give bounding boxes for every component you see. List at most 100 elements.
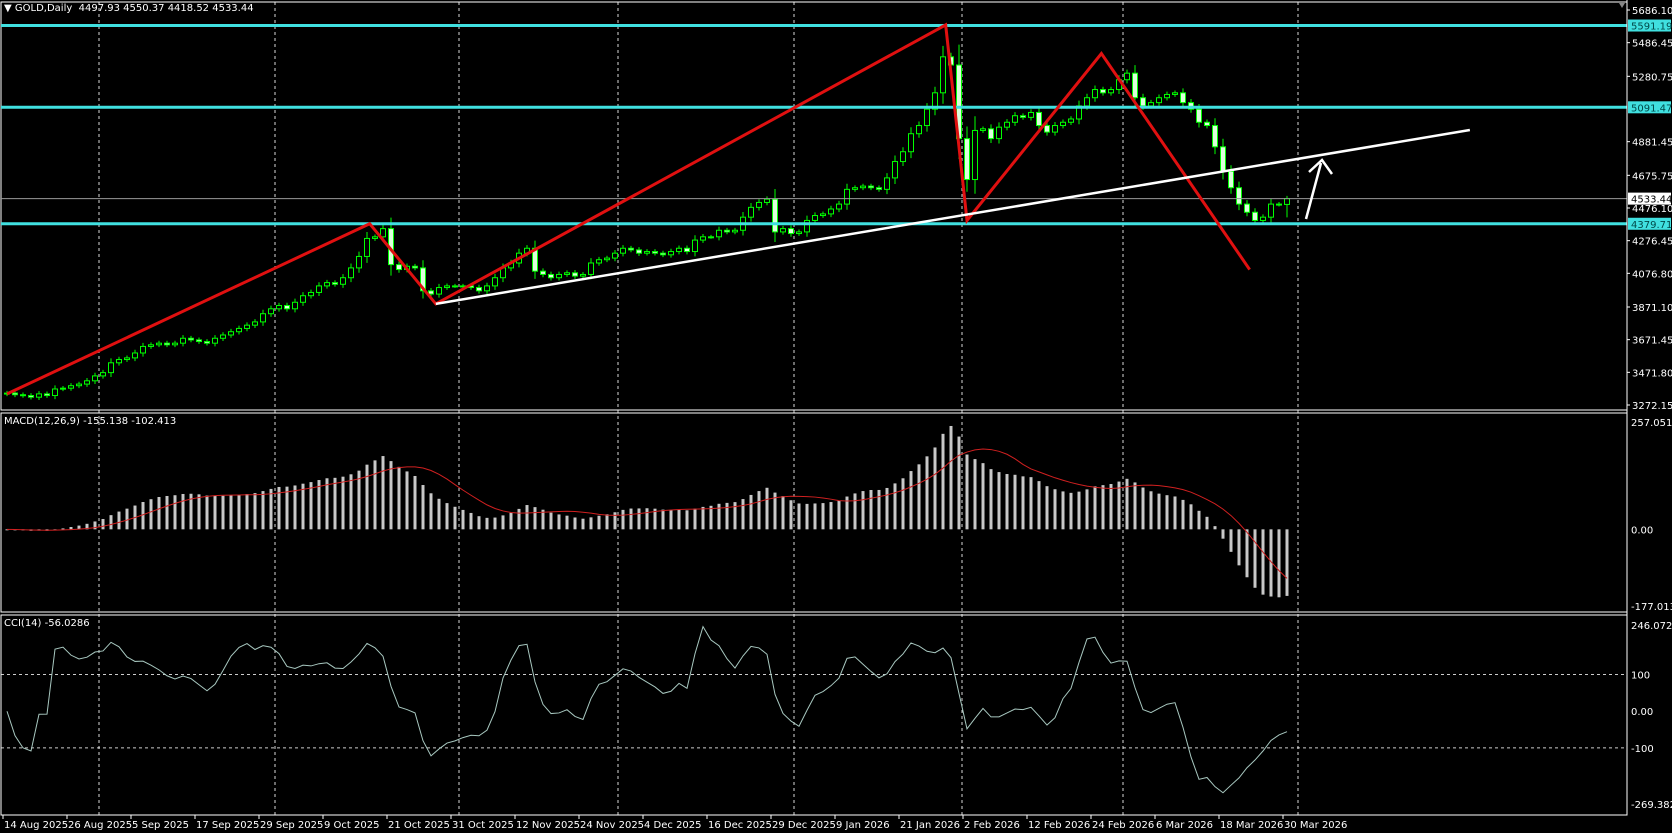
macd-histogram	[5, 425, 1289, 598]
macd-bar	[717, 503, 721, 530]
time-tick-label: 29 Sep 2025	[260, 820, 323, 831]
macd-bar	[237, 494, 241, 530]
chart-shift-marker-icon	[1619, 3, 1625, 8]
macd-bar	[285, 486, 289, 530]
candle-bull	[1108, 89, 1114, 94]
macd-bar	[749, 494, 753, 530]
price-tick-label: 3272.15	[1632, 401, 1672, 412]
macd-bar	[677, 509, 681, 530]
candle-bull	[316, 285, 322, 293]
candle-bear	[284, 305, 290, 310]
candle-bear	[684, 247, 690, 253]
candle-bull	[1260, 216, 1266, 221]
candle-bull	[1284, 198, 1290, 205]
time-tick-label: 29 Dec 2025	[772, 820, 836, 831]
macd-bar	[469, 512, 473, 530]
macd-bar	[485, 517, 489, 530]
candle-bull	[84, 380, 90, 385]
candle-bear	[44, 393, 50, 397]
candle-bull	[676, 247, 682, 253]
macd-bar	[917, 464, 921, 530]
macd-bar	[1141, 487, 1145, 530]
candle-bull	[596, 259, 602, 264]
candle-bull	[780, 228, 786, 233]
macd-bar	[445, 503, 449, 530]
macd-bar	[525, 505, 529, 530]
triangle-down-icon[interactable]: ▼	[4, 3, 12, 14]
macd-bar	[765, 487, 769, 530]
macd-bar	[805, 503, 809, 530]
candle-bear	[1212, 125, 1218, 148]
candle-bear	[396, 264, 402, 271]
macd-bar	[349, 474, 353, 530]
candle-bull	[812, 215, 818, 221]
candle-bull	[692, 239, 698, 253]
macd-bar	[477, 516, 481, 530]
macd-bar	[821, 503, 825, 530]
candle-bull	[252, 321, 258, 326]
candle-bull	[604, 257, 610, 261]
macd-bar	[709, 505, 713, 530]
macd-bar	[533, 507, 537, 530]
candle-bear	[420, 267, 426, 292]
macd-bar	[93, 521, 97, 530]
candle-bear	[188, 337, 194, 341]
candle-bull	[804, 219, 810, 233]
macd-bar	[1101, 485, 1105, 530]
candle-bull	[588, 262, 594, 275]
macd-bar	[501, 515, 505, 530]
macd-label: MACD(12,26,9) -155.138 -102.413	[4, 416, 177, 427]
macd-bar	[389, 461, 393, 530]
macd-bar	[309, 482, 313, 530]
time-tick-label: 2 Feb 2026	[964, 820, 1020, 831]
macd-bar	[165, 495, 169, 530]
price-tick-label: 3671.45	[1632, 336, 1672, 347]
time-tick-label: 4 Dec 2025	[644, 820, 702, 831]
current-price-tag	[1628, 192, 1671, 205]
macd-bar	[597, 515, 601, 530]
candle-bear	[412, 265, 418, 269]
candle-bear	[1236, 187, 1242, 205]
candle-bull	[1052, 125, 1058, 133]
arrow-up-icon	[1304, 162, 1323, 220]
macd-bar	[325, 478, 329, 530]
macd-bar	[357, 470, 361, 530]
candle-bear	[164, 342, 170, 346]
macd-bar	[1133, 482, 1137, 530]
macd-bar	[1157, 493, 1161, 530]
candle-bull	[92, 375, 98, 382]
macd-bar	[197, 494, 201, 530]
level-price-label: 5091.47	[1631, 103, 1672, 114]
cci-axis-label: 246.0723	[1631, 621, 1672, 632]
level-price-tag	[1628, 101, 1671, 114]
macd-bar	[629, 508, 633, 530]
candle-bull	[60, 387, 66, 390]
macd-bar	[1149, 491, 1153, 530]
macd-bar	[509, 512, 513, 530]
macd-bar	[933, 447, 937, 530]
macd-bar	[413, 475, 417, 530]
macd-bar	[61, 528, 65, 530]
macd-bar	[981, 463, 985, 530]
macd-bar	[1029, 477, 1033, 530]
candle-bear	[428, 290, 434, 295]
candle-bull	[732, 229, 738, 233]
candle-bull	[884, 177, 890, 190]
candle-bull	[844, 188, 850, 205]
time-tick-label: 21 Oct 2025	[388, 820, 450, 831]
macd-bar	[517, 508, 521, 530]
level-price-label: 5591.19	[1631, 22, 1672, 33]
price-axis: 5686.10 5486.45 5280.75 4881.45 4675.75 4476.…	[1626, 0, 1672, 815]
macd-bar	[669, 509, 673, 530]
arrow-up-head-icon	[1308, 158, 1334, 175]
macd-bar	[781, 496, 785, 530]
candle-bull	[852, 187, 858, 190]
candle-bull	[700, 236, 706, 241]
candle-bear	[868, 185, 874, 189]
candle-bear	[628, 247, 634, 251]
macd-bar	[301, 483, 305, 530]
macd-bar	[125, 508, 129, 530]
macd-bar	[1037, 481, 1041, 530]
candle-bear	[988, 128, 994, 140]
